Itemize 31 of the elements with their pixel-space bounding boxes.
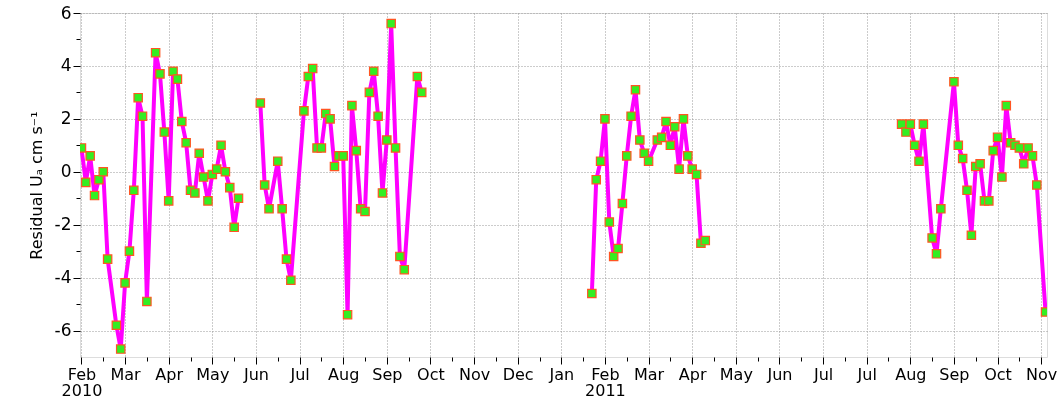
x-tick-label: May: [196, 364, 230, 384]
y-tick-label: -2: [54, 214, 72, 235]
x-tick-label: Sep: [939, 364, 970, 384]
x-tick-label: Jun: [242, 364, 269, 384]
x-tick-label: Apr: [678, 364, 707, 384]
y-tick-label: -6: [54, 320, 72, 341]
y-tick-label: -4: [54, 267, 72, 288]
x-tick-label: Jan: [548, 364, 575, 384]
y-tick-label: 2: [60, 108, 72, 129]
x-tick-label: Oct: [984, 364, 1012, 384]
x-tick-label: Nov: [1026, 364, 1058, 384]
x-tick-label: Nov: [458, 364, 491, 384]
x-tick-label: Mar: [110, 364, 142, 384]
x-tick-label: Sep: [372, 364, 403, 384]
y-tick-label: 4: [60, 55, 72, 76]
x-tick-label: Feb 2010: [61, 364, 103, 400]
x-tick-label: Aug: [328, 364, 360, 384]
x-tick-label: Apr: [155, 364, 184, 384]
x-tick-label: Jul: [856, 364, 877, 384]
x-tick-label: Jul: [812, 364, 834, 384]
x-tick-label: Oct: [417, 364, 445, 384]
x-tick-label: Jun: [766, 364, 793, 384]
x-tick-label: Mar: [633, 364, 665, 384]
y-axis-title: Residual Uₐ cm s⁻¹: [26, 111, 46, 260]
x-tick-label: Feb 2011: [585, 364, 626, 400]
x-tick-label: Dec: [502, 364, 534, 384]
x-tick-label: May: [719, 364, 753, 384]
y-tick-label: 0: [60, 161, 72, 182]
y-tick-label: 6: [60, 2, 72, 23]
x-tick-label: Jul: [289, 364, 310, 384]
x-tick-label: Aug: [895, 364, 927, 384]
